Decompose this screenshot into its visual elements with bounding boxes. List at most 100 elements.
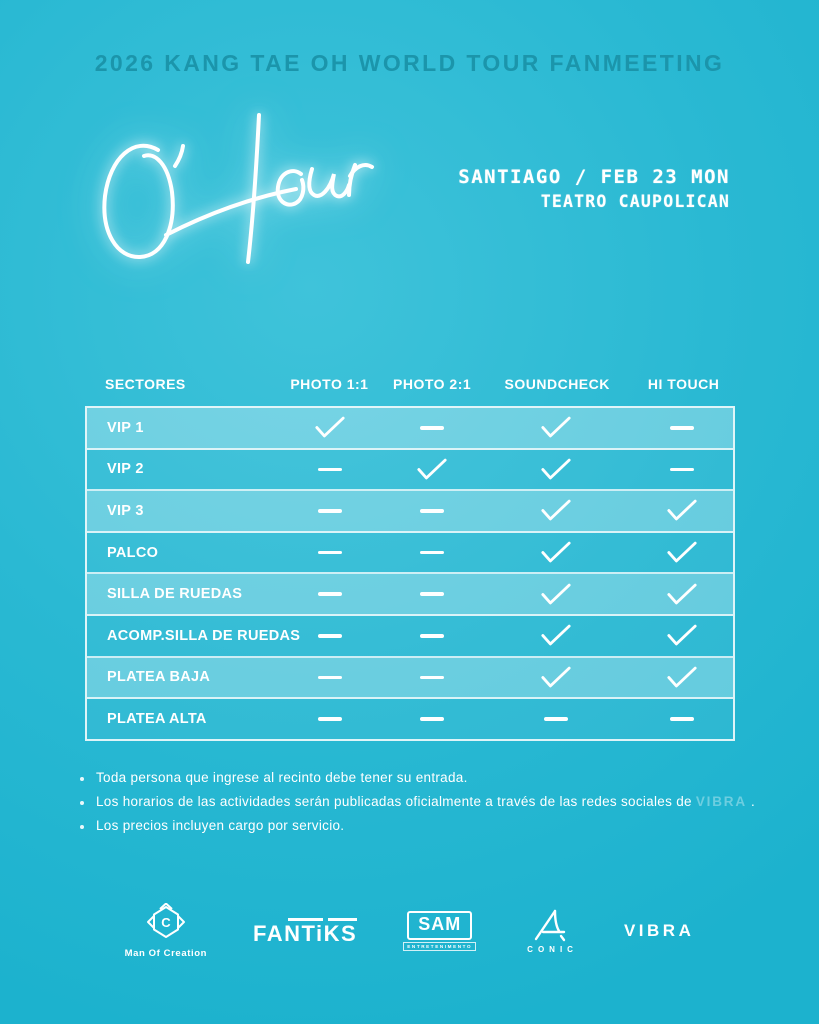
man-of-creation-label: Man Of Creation xyxy=(124,948,208,959)
conic-label: CONIC xyxy=(527,945,578,954)
benefit-cell xyxy=(382,616,481,656)
benefit-cell xyxy=(631,450,733,490)
check-icon xyxy=(417,458,447,480)
bullet-icon xyxy=(80,801,84,805)
table-row: PLATEA ALTA xyxy=(87,699,733,739)
dash-icon xyxy=(669,717,694,721)
check-icon xyxy=(667,666,697,688)
benefits-table-header: SECTORES PHOTO 1:1 PHOTO 2:1 SOUNDCHECK … xyxy=(85,376,735,392)
note-item: Los precios incluyen cargo por servicio. xyxy=(80,818,755,833)
dash-icon xyxy=(544,717,569,721)
note-text-prefix: Los horarios de las actividades serán pu… xyxy=(96,794,696,809)
benefit-cell xyxy=(631,616,733,656)
benefit-cell xyxy=(278,533,383,573)
dash-icon xyxy=(419,675,444,680)
benefit-cell xyxy=(278,658,383,698)
dash-icon xyxy=(669,467,694,472)
sector-label: ACOMP.SILLA DE RUEDAS xyxy=(107,627,301,644)
benefit-cell xyxy=(278,616,383,656)
benefit-cell xyxy=(382,450,481,490)
benefit-cell xyxy=(631,491,733,531)
note-text: Toda persona que ingrese al recinto debe… xyxy=(96,770,468,785)
sponsor-fantiks: FANTiKS xyxy=(253,915,358,947)
vibra-label: VIBRA xyxy=(623,921,695,940)
benefit-cell xyxy=(631,408,733,448)
fantiks-overline xyxy=(288,918,323,921)
dash-icon xyxy=(317,675,342,680)
fantiks-overline xyxy=(328,918,358,921)
dash-icon xyxy=(669,426,694,430)
dash-icon xyxy=(317,550,342,555)
table-row: VIP 2 xyxy=(87,449,733,492)
sector-label: VIP 3 xyxy=(107,502,144,519)
sector-label: SILLA DE RUEDAS xyxy=(107,586,243,603)
sector-label: VIP 1 xyxy=(107,419,144,436)
benefit-cell xyxy=(631,533,733,573)
check-icon xyxy=(667,583,697,605)
check-icon xyxy=(667,541,697,563)
check-icon xyxy=(315,416,345,438)
column-header-soundcheck: SOUNDCHECK xyxy=(504,376,610,392)
benefit-cell xyxy=(631,658,733,698)
benefits-table-body: VIP 1 VIP 2 VIP 3 PALCO xyxy=(85,406,735,741)
benefit-cell xyxy=(382,408,481,448)
benefit-cell xyxy=(382,491,481,531)
benefit-cell xyxy=(278,491,383,531)
table-row: PALCO xyxy=(87,532,733,575)
column-header-hi-touch: HI TOUCH xyxy=(647,376,720,392)
check-icon xyxy=(541,541,571,563)
sam-label: SAM xyxy=(407,911,473,940)
column-header-photo-1-1: PHOTO 1:1 xyxy=(290,376,369,392)
dash-icon xyxy=(419,717,444,721)
benefit-cell xyxy=(482,533,631,573)
benefit-cell xyxy=(278,450,383,490)
check-icon xyxy=(541,666,571,688)
table-row: VIP 1 xyxy=(87,408,733,450)
venue-block: SANTIAGO / FEB 23 MON TEATRO CAUPOLICAN xyxy=(458,166,730,211)
dash-icon xyxy=(317,633,342,638)
benefit-cell xyxy=(482,699,631,739)
note-text: Los precios incluyen cargo por servicio. xyxy=(96,818,345,833)
sector-label: VIP 2 xyxy=(107,461,144,478)
check-icon xyxy=(541,416,571,438)
benefit-cell xyxy=(382,574,481,614)
benefit-cell xyxy=(278,408,383,448)
vibra-brand-mention: VIBRA xyxy=(695,794,747,809)
benefit-cell xyxy=(382,533,481,573)
benefit-cell xyxy=(482,450,631,490)
notes-list: Toda persona que ingrese al recinto debe… xyxy=(80,770,755,842)
check-icon xyxy=(541,624,571,646)
sponsor-sam: SAM ENTRETENIMENTO xyxy=(403,911,477,951)
note-text: Los horarios de las actividades serán pu… xyxy=(96,794,755,809)
benefit-cell xyxy=(278,699,383,739)
man-of-creation-hexagon-icon: C xyxy=(146,903,185,938)
note-text-suffix: . xyxy=(746,794,755,809)
dash-icon xyxy=(419,426,444,430)
table-row: SILLA DE RUEDAS xyxy=(87,574,733,616)
dash-icon xyxy=(419,592,444,596)
check-icon xyxy=(541,583,571,605)
column-header-sectores: SECTORES xyxy=(105,376,186,392)
sponsor-vibra: VIBRA xyxy=(624,921,694,941)
benefit-cell xyxy=(482,408,631,448)
check-icon xyxy=(541,500,571,521)
benefit-cell xyxy=(482,616,631,656)
dash-icon xyxy=(317,467,342,472)
check-icon xyxy=(541,458,571,480)
conic-a-icon xyxy=(534,909,566,942)
poster-title: 2026 KANG TAE OH WORLD TOUR FANMEETING xyxy=(94,50,725,76)
venue-theater: TEATRO CAUPOLICAN xyxy=(540,192,730,211)
dash-icon xyxy=(419,550,444,555)
sponsor-logos-row: C Man Of Creation FANTiKS SAM ENTRETENIM… xyxy=(0,903,819,959)
check-icon xyxy=(667,624,697,646)
benefit-cell xyxy=(482,574,631,614)
dash-icon xyxy=(419,633,444,638)
sponsor-conic: CONIC xyxy=(522,908,578,954)
column-header-photo-2-1: PHOTO 2:1 xyxy=(393,376,472,392)
benefit-cell xyxy=(482,658,631,698)
bullet-icon xyxy=(80,777,84,781)
benefit-cell xyxy=(382,699,481,739)
benefit-cell xyxy=(482,491,631,531)
dash-icon xyxy=(317,592,342,596)
dash-icon xyxy=(317,509,342,513)
